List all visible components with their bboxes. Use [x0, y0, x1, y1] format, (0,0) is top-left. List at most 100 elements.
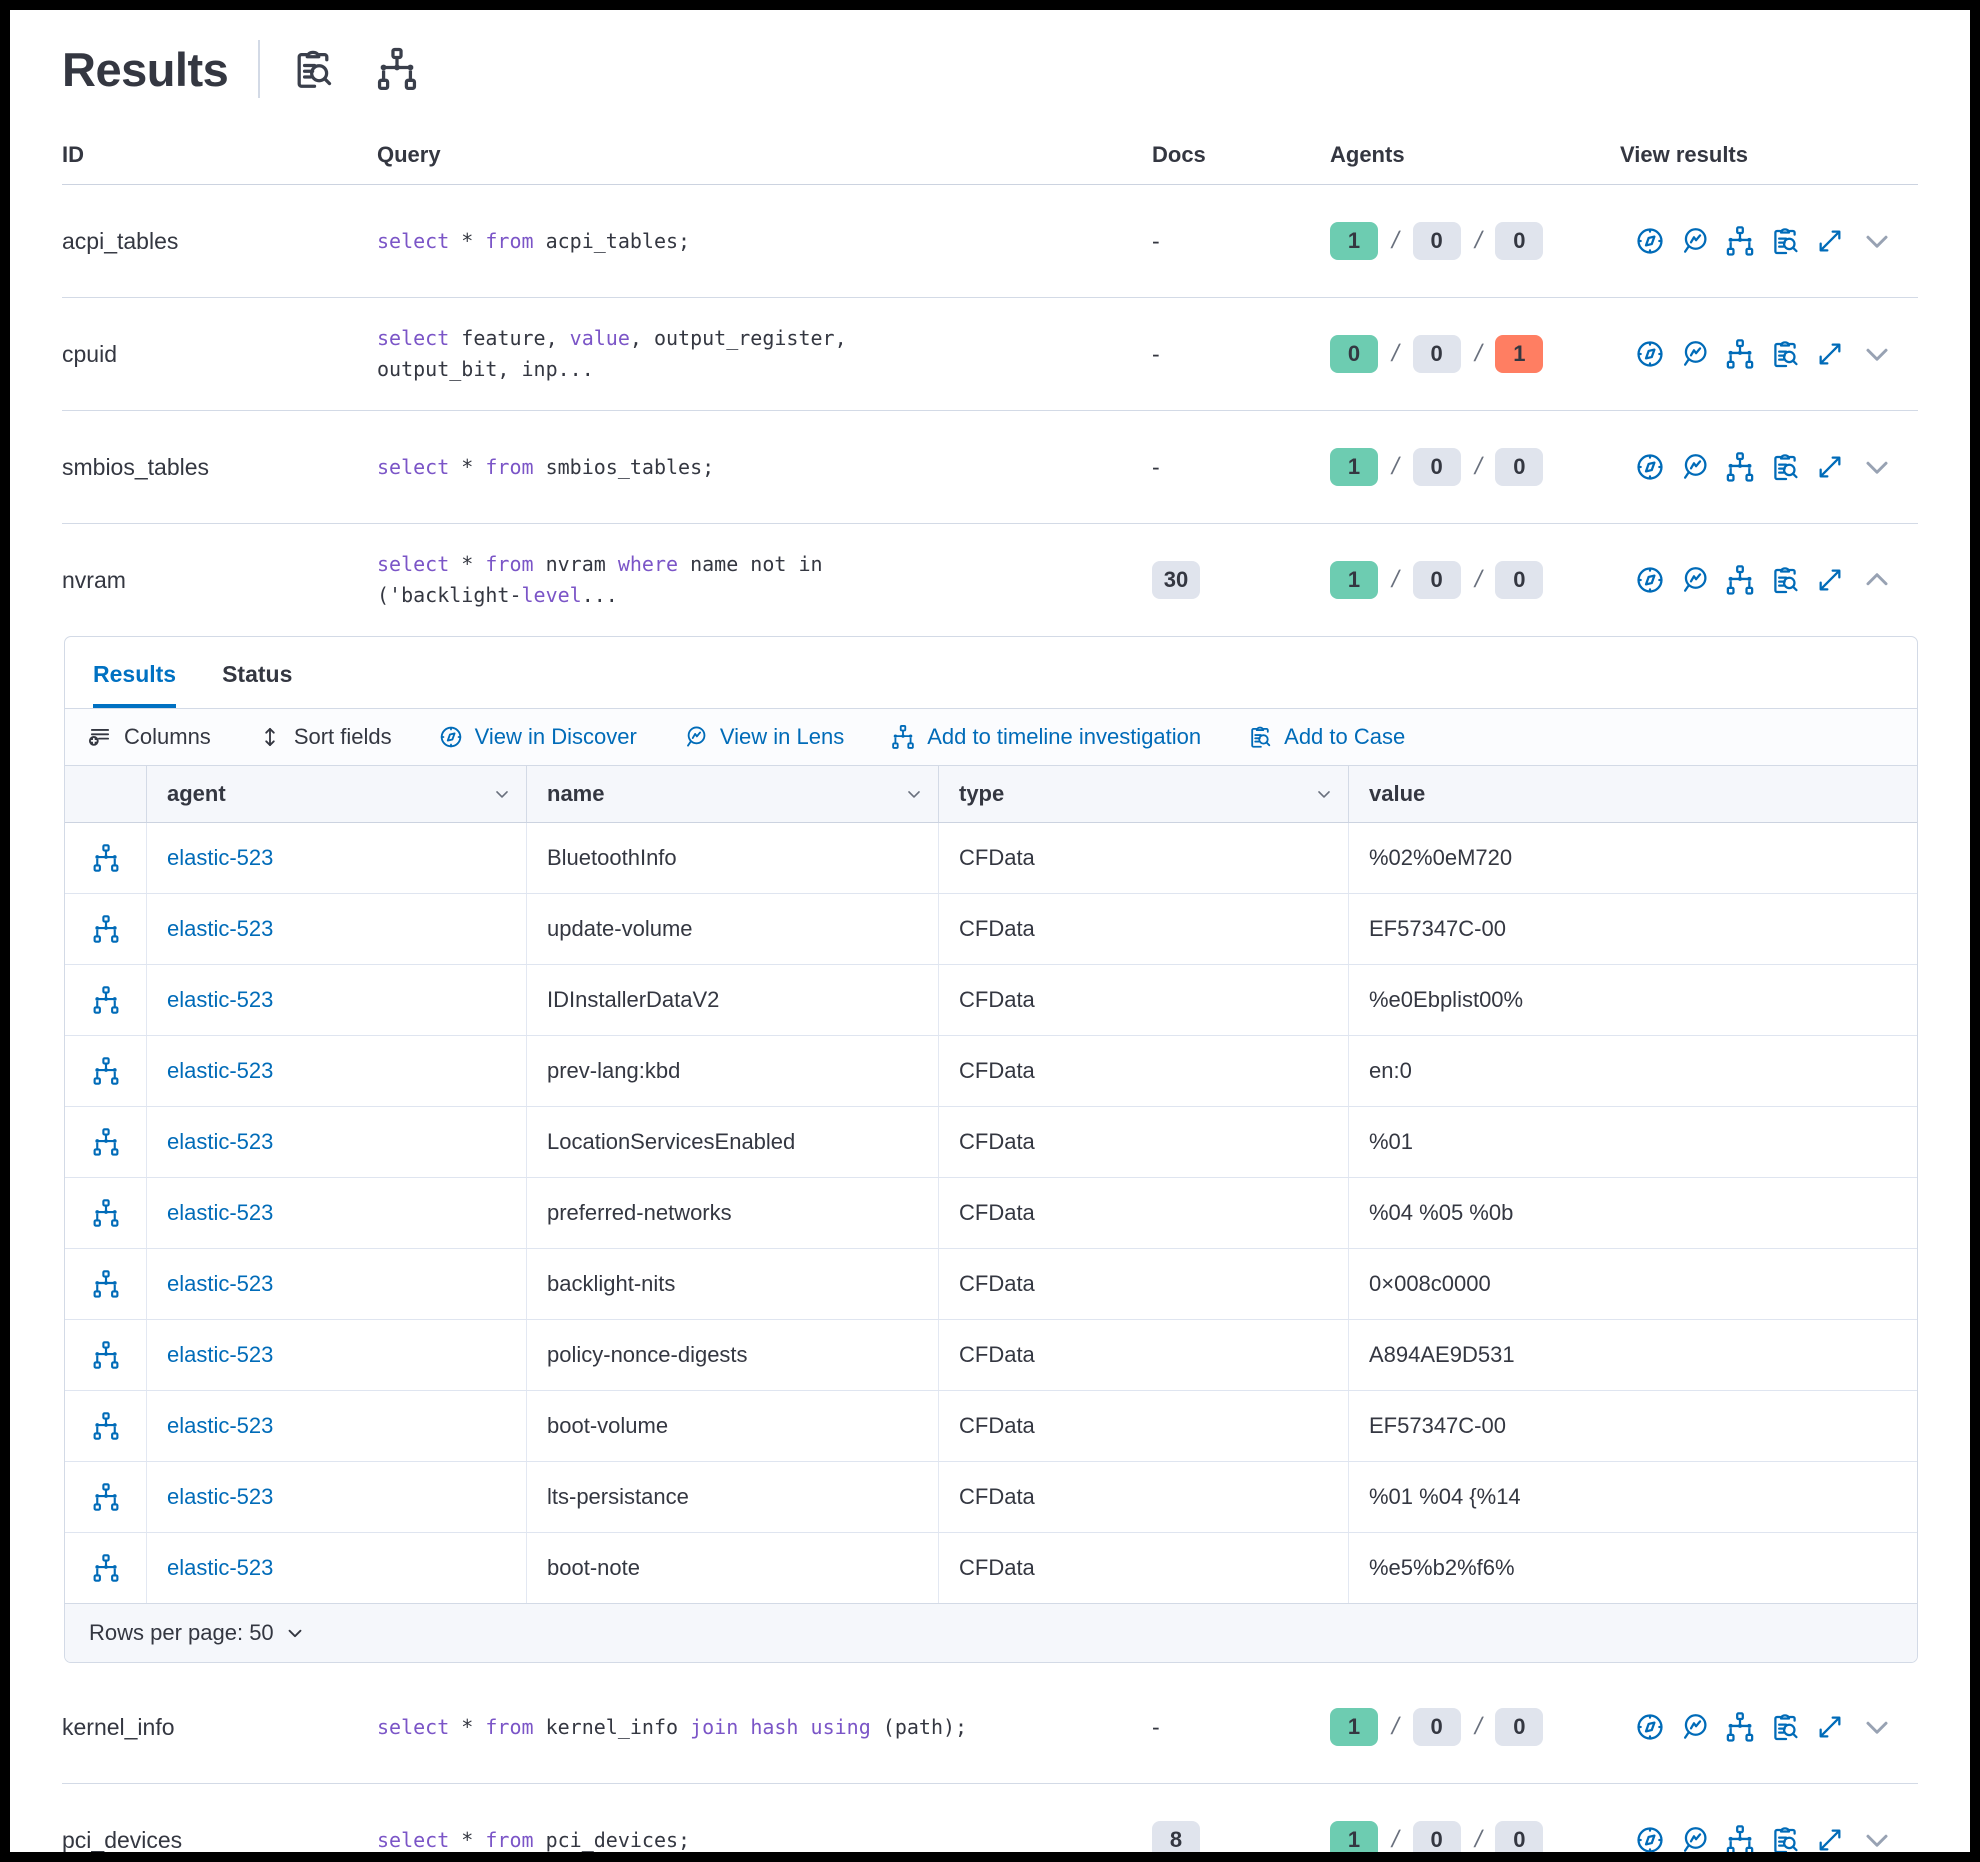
result-type: CFData — [939, 1462, 1349, 1532]
timeline-tree-icon[interactable] — [91, 1482, 121, 1512]
view-in-lens-icon[interactable] — [1679, 225, 1711, 257]
slash: / — [1471, 566, 1485, 593]
view-in-discover-icon[interactable] — [1634, 1824, 1666, 1852]
view-in-lens-icon[interactable] — [1679, 564, 1711, 596]
add-to-timeline-icon[interactable] — [1724, 451, 1756, 483]
view-in-lens-icon[interactable] — [1679, 451, 1711, 483]
agents-pending-badge: 0 — [1412, 222, 1461, 260]
add-to-timeline-icon[interactable] — [1724, 1824, 1756, 1852]
header-icons — [290, 46, 420, 92]
timeline-tree-icon[interactable] — [91, 843, 121, 873]
columns-button[interactable]: Columns — [87, 724, 211, 750]
timeline-tree-icon[interactable] — [91, 1269, 121, 1299]
tab-results[interactable]: Results — [93, 661, 176, 708]
col-header-type[interactable]: type — [939, 766, 1349, 822]
query-rows-bottom: kernel_info select * from kernel_info jo… — [62, 1671, 1918, 1852]
agent-link[interactable]: elastic-523 — [167, 1200, 274, 1225]
docs-cell: - — [1152, 341, 1330, 368]
view-in-discover-icon[interactable] — [1634, 225, 1666, 257]
col-header-id: ID — [62, 142, 84, 167]
query-id: smbios_tables — [62, 453, 210, 480]
result-row: elastic-523 lts-persistance CFData %01 %… — [65, 1462, 1917, 1533]
clipboard-search-icon — [1247, 724, 1273, 750]
toggle-row-chevron-icon[interactable] — [1859, 1709, 1895, 1745]
result-name: prev-lang:kbd — [527, 1036, 939, 1106]
toggle-row-chevron-icon[interactable] — [1859, 336, 1895, 372]
add-to-timeline-icon[interactable] — [1724, 225, 1756, 257]
agent-link[interactable]: elastic-523 — [167, 845, 274, 870]
expand-icon[interactable] — [1814, 1824, 1846, 1852]
add-to-timeline-icon[interactable] — [1724, 338, 1756, 370]
result-type: CFData — [939, 823, 1349, 893]
timeline-tree-icon[interactable] — [374, 46, 420, 92]
result-type: CFData — [939, 1249, 1349, 1319]
timeline-tree-icon[interactable] — [91, 985, 121, 1015]
view-results-cell — [1620, 1709, 1918, 1745]
expand-icon[interactable] — [1814, 451, 1846, 483]
expand-icon[interactable] — [1814, 564, 1846, 596]
view-in-discover-button[interactable]: View in Discover — [438, 724, 637, 750]
timeline-tree-icon[interactable] — [91, 1056, 121, 1086]
col-header-agent[interactable]: agent — [147, 766, 527, 822]
slash: / — [1471, 1713, 1485, 1740]
add-to-timeline-icon[interactable] — [1724, 1711, 1756, 1743]
add-to-case-icon[interactable] — [1769, 1824, 1801, 1852]
add-to-timeline-button[interactable]: Add to timeline investigation — [890, 724, 1201, 750]
results-rows: elastic-523 BluetoothInfo CFData %02%0eM… — [65, 823, 1917, 1603]
expand-icon[interactable] — [1814, 225, 1846, 257]
rows-per-page-label: Rows per page: 50 — [89, 1620, 274, 1645]
result-value: %e5%b2%f6% — [1369, 1555, 1515, 1580]
query-row: acpi_tables select * from acpi_tables; -… — [62, 185, 1918, 297]
add-to-case-icon[interactable] — [1769, 451, 1801, 483]
toggle-row-chevron-icon[interactable] — [1859, 1822, 1895, 1852]
view-in-lens-icon[interactable] — [1679, 338, 1711, 370]
agents-failed-badge: 1 — [1495, 335, 1544, 373]
view-in-lens-button[interactable]: View in Lens — [683, 724, 844, 750]
clipboard-search-icon[interactable] — [290, 46, 336, 92]
query-sql: select * from acpi_tables; — [377, 228, 691, 253]
agent-link[interactable]: elastic-523 — [167, 1484, 274, 1509]
view-in-lens-icon[interactable] — [1679, 1711, 1711, 1743]
agent-link[interactable]: elastic-523 — [167, 1129, 274, 1154]
view-in-discover-icon[interactable] — [1634, 1711, 1666, 1743]
toggle-row-chevron-icon[interactable] — [1859, 449, 1895, 485]
agent-link[interactable]: elastic-523 — [167, 987, 274, 1012]
agent-link[interactable]: elastic-523 — [167, 1058, 274, 1083]
timeline-tree-icon[interactable] — [91, 1411, 121, 1441]
add-to-case-icon[interactable] — [1769, 338, 1801, 370]
toggle-row-chevron-icon[interactable] — [1859, 562, 1895, 598]
agent-link[interactable]: elastic-523 — [167, 916, 274, 941]
view-in-discover-icon[interactable] — [1634, 564, 1666, 596]
docs-count-badge: 8 — [1152, 1821, 1200, 1852]
add-to-case-button[interactable]: Add to Case — [1247, 724, 1405, 750]
timeline-tree-icon[interactable] — [91, 914, 121, 944]
timeline-tree-icon[interactable] — [91, 1553, 121, 1583]
expand-icon[interactable] — [1814, 338, 1846, 370]
col-header-name[interactable]: name — [527, 766, 939, 822]
view-in-discover-icon[interactable] — [1634, 338, 1666, 370]
agent-link[interactable]: elastic-523 — [167, 1271, 274, 1296]
agent-link[interactable]: elastic-523 — [167, 1413, 274, 1438]
view-in-lens-icon[interactable] — [1679, 1824, 1711, 1852]
sort-fields-button[interactable]: Sort fields — [257, 724, 392, 750]
add-to-case-icon[interactable] — [1769, 1711, 1801, 1743]
col-header-value[interactable]: value — [1349, 766, 1917, 822]
icon-column-header — [65, 766, 147, 822]
result-value: %02%0eM720 — [1369, 845, 1513, 870]
timeline-tree-icon[interactable] — [91, 1340, 121, 1370]
lens-icon — [683, 724, 709, 750]
timeline-tree-icon[interactable] — [91, 1198, 121, 1228]
docs-count: - — [1152, 453, 1160, 480]
expand-icon[interactable] — [1814, 1711, 1846, 1743]
add-to-case-icon[interactable] — [1769, 564, 1801, 596]
agent-link[interactable]: elastic-523 — [167, 1555, 274, 1580]
timeline-tree-icon[interactable] — [91, 1127, 121, 1157]
tab-status[interactable]: Status — [222, 661, 293, 687]
agent-link[interactable]: elastic-523 — [167, 1342, 274, 1367]
slash: / — [1389, 566, 1402, 593]
add-to-timeline-icon[interactable] — [1724, 564, 1756, 596]
view-in-discover-icon[interactable] — [1634, 451, 1666, 483]
add-to-case-icon[interactable] — [1769, 225, 1801, 257]
rows-per-page-control[interactable]: Rows per page: 50 — [65, 1603, 1917, 1662]
toggle-row-chevron-icon[interactable] — [1859, 223, 1895, 259]
